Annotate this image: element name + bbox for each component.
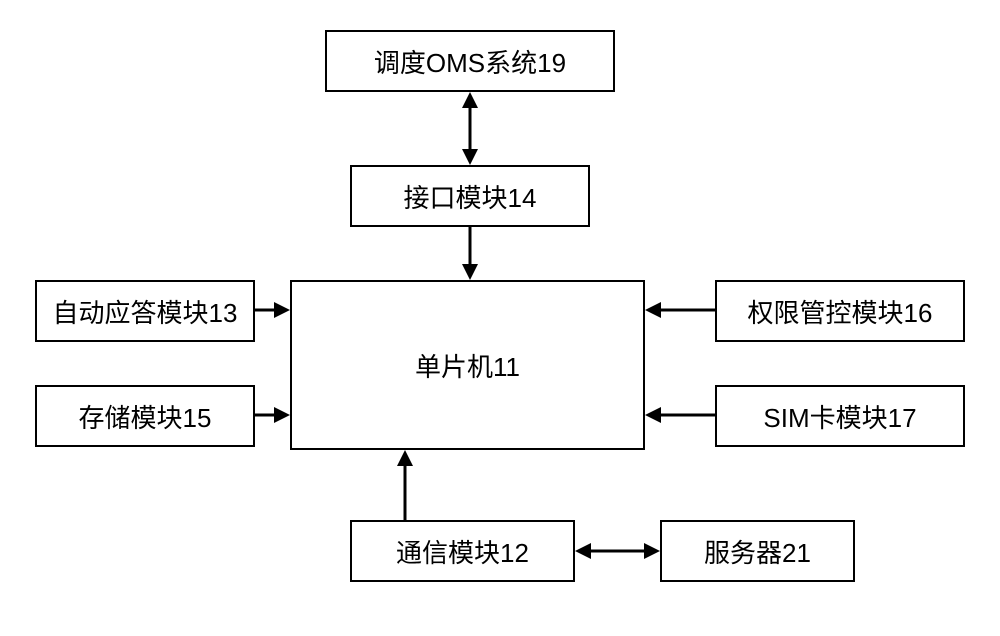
label-comm: 通信模块12 xyxy=(396,533,529,570)
box-comm: 通信模块12 xyxy=(350,520,575,582)
label-mcu: 单片机11 xyxy=(415,347,520,384)
box-autoresp: 自动应答模块13 xyxy=(35,280,255,342)
box-storage: 存储模块15 xyxy=(35,385,255,447)
box-sim: SIM卡模块17 xyxy=(715,385,965,447)
label-storage: 存储模块15 xyxy=(79,398,212,435)
label-perm: 权限管控模块16 xyxy=(748,293,933,330)
label-interface: 接口模块14 xyxy=(404,178,537,215)
label-sim: SIM卡模块17 xyxy=(763,398,916,435)
box-server: 服务器21 xyxy=(660,520,855,582)
label-oms: 调度OMS系统19 xyxy=(374,43,566,80)
box-oms: 调度OMS系统19 xyxy=(325,30,615,92)
box-interface: 接口模块14 xyxy=(350,165,590,227)
diagram-canvas: 调度OMS系统19 接口模块14 单片机11 自动应答模块13 存储模块15 权… xyxy=(0,0,1000,636)
label-autoresp: 自动应答模块13 xyxy=(53,293,238,330)
label-server: 服务器21 xyxy=(704,533,811,570)
box-perm: 权限管控模块16 xyxy=(715,280,965,342)
box-mcu: 单片机11 xyxy=(290,280,645,450)
